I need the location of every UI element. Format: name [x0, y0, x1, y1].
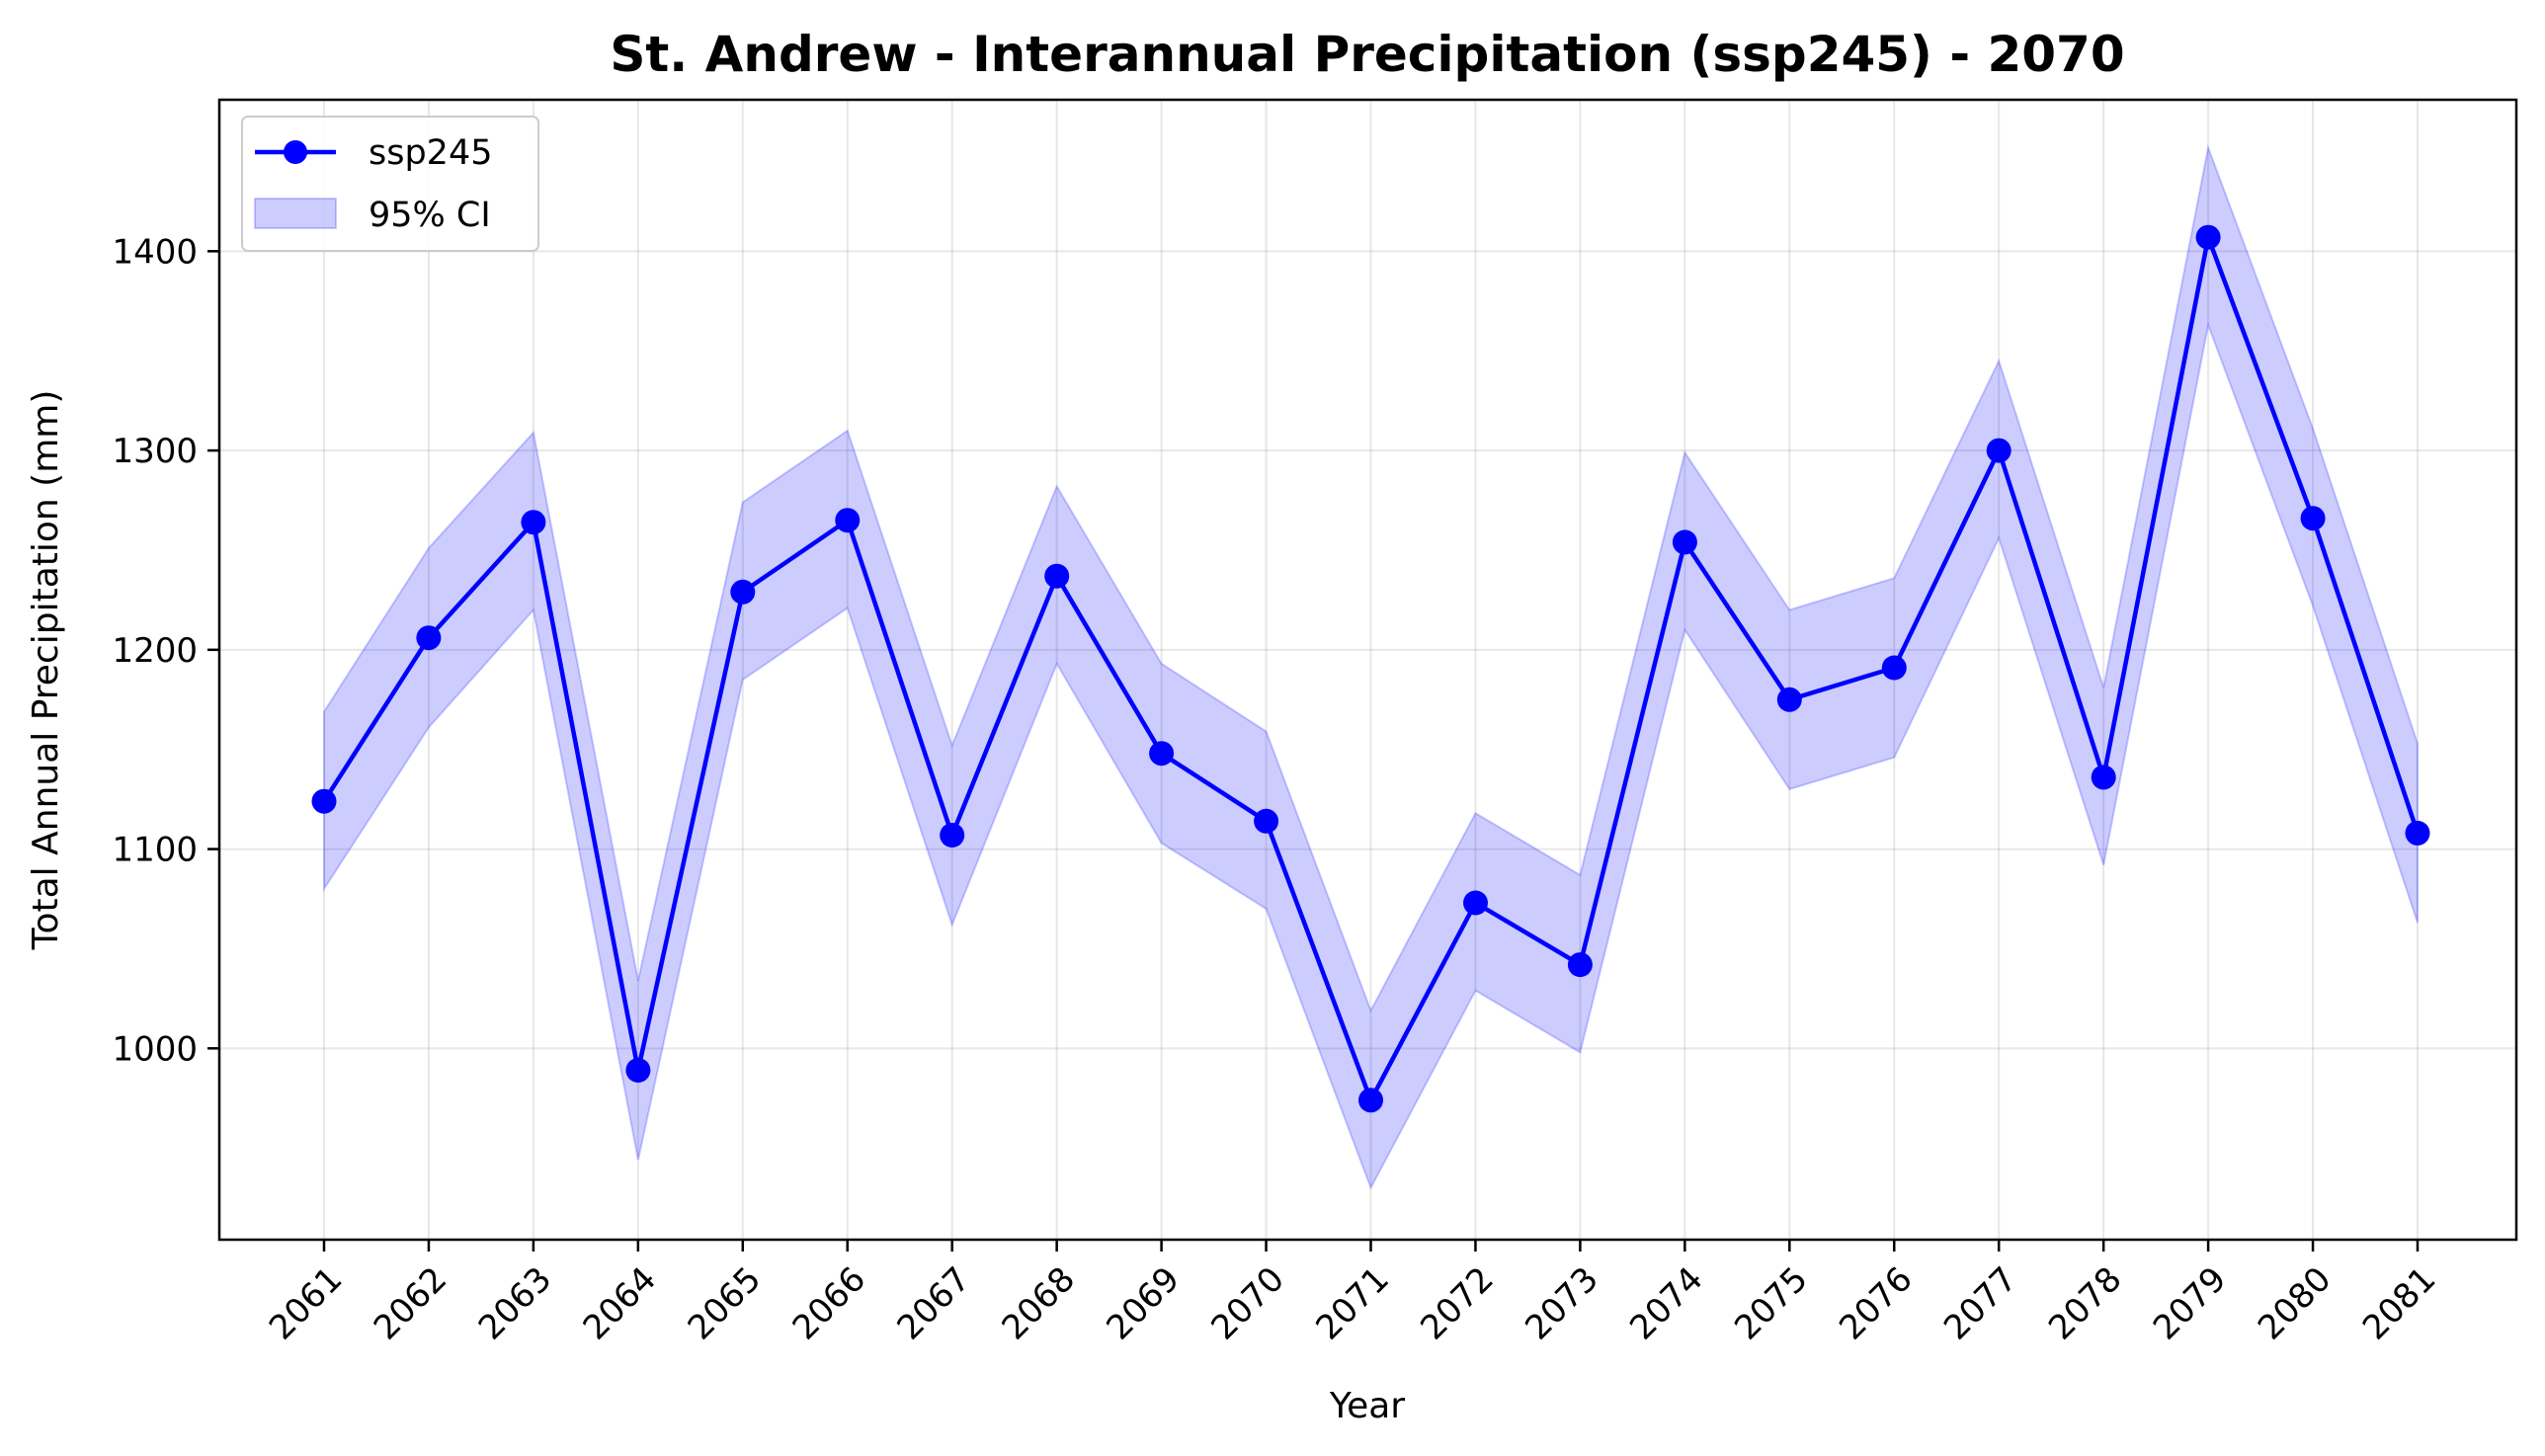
grid-lines: [219, 100, 2516, 1240]
plot-area-frame: [217, 98, 2518, 1242]
data-point: [1358, 1088, 1383, 1113]
y-tick-label: 1200: [112, 631, 198, 671]
chart-title: St. Andrew - Interannual Precipitation (…: [610, 26, 2124, 83]
data-point: [2195, 224, 2221, 250]
data-point: [730, 579, 756, 605]
data-point: [1567, 952, 1593, 978]
x-axis-label: Year: [1329, 1386, 1405, 1426]
legend-label-band: 95% CI: [369, 196, 491, 235]
data-point: [2300, 506, 2326, 531]
y-axis-ticks: 1000 1100 1200 1300 1400: [112, 232, 219, 1069]
data-point: [1776, 687, 1802, 712]
data-point: [1986, 438, 2011, 463]
legend-marker-swatch: [284, 140, 307, 164]
legend-label-series: ssp245: [369, 133, 493, 173]
data-point: [2091, 765, 2116, 790]
data-point: [1149, 741, 1175, 767]
data-point: [2405, 820, 2430, 846]
series-ssp245: [311, 224, 2430, 1113]
ci-band-area: [323, 143, 2419, 1190]
data-point: [940, 823, 965, 848]
confidence-band: [323, 143, 2419, 1190]
data-point: [1254, 808, 1279, 834]
data-point: [1672, 529, 1697, 555]
data-point: [416, 625, 442, 651]
y-tick-label: 1000: [112, 1029, 198, 1069]
legend-band-swatch: [254, 198, 337, 229]
data-point: [1044, 563, 1070, 589]
data-point: [521, 510, 546, 535]
y-tick-label: 1300: [112, 432, 198, 471]
y-tick-label: 1400: [112, 232, 198, 272]
data-point: [1463, 890, 1488, 916]
data-point: [625, 1058, 651, 1083]
y-tick-label: 1100: [112, 831, 198, 870]
legend: ssp245 95% CI: [241, 116, 539, 252]
data-point: [835, 508, 861, 533]
data-point: [311, 788, 337, 814]
data-point: [1881, 655, 1907, 681]
y-axis-label: Total Annual Precipitation (mm): [26, 390, 66, 951]
